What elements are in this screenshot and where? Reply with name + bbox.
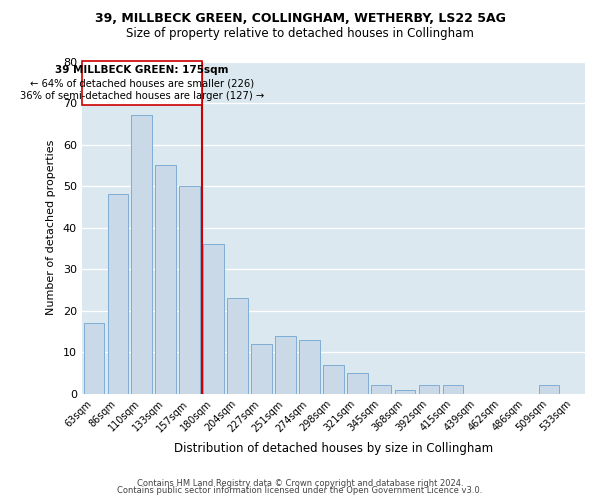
Text: 36% of semi-detached houses are larger (127) →: 36% of semi-detached houses are larger (… (20, 92, 264, 102)
Y-axis label: Number of detached properties: Number of detached properties (46, 140, 56, 316)
Bar (83, 323, 104, 394)
Bar (203, 244, 224, 394)
Bar (82, 62, 202, 105)
Text: 39, MILLBECK GREEN, COLLINGHAM, WETHERBY, LS22 5AG: 39, MILLBECK GREEN, COLLINGHAM, WETHERBY… (95, 12, 505, 26)
Bar (227, 298, 248, 394)
Bar (299, 340, 320, 394)
Bar (275, 336, 296, 394)
Bar (179, 186, 200, 394)
Text: Contains public sector information licensed under the Open Government Licence v3: Contains public sector information licen… (118, 486, 482, 495)
Bar (419, 386, 439, 394)
Text: Size of property relative to detached houses in Collingham: Size of property relative to detached ho… (126, 28, 474, 40)
X-axis label: Distribution of detached houses by size in Collingham: Distribution of detached houses by size … (174, 442, 493, 455)
Bar (395, 390, 415, 394)
Text: 39 MILLBECK GREEN: 175sqm: 39 MILLBECK GREEN: 175sqm (55, 65, 229, 75)
Text: Contains HM Land Registry data © Crown copyright and database right 2024.: Contains HM Land Registry data © Crown c… (137, 478, 463, 488)
Bar (155, 166, 176, 394)
Bar (371, 386, 391, 394)
Bar (107, 194, 128, 394)
Bar (539, 386, 559, 394)
Bar (131, 116, 152, 394)
Bar (347, 373, 368, 394)
Bar (251, 344, 272, 394)
Text: ← 64% of detached houses are smaller (226): ← 64% of detached houses are smaller (22… (29, 78, 254, 88)
Bar (443, 386, 463, 394)
Bar (323, 364, 344, 394)
